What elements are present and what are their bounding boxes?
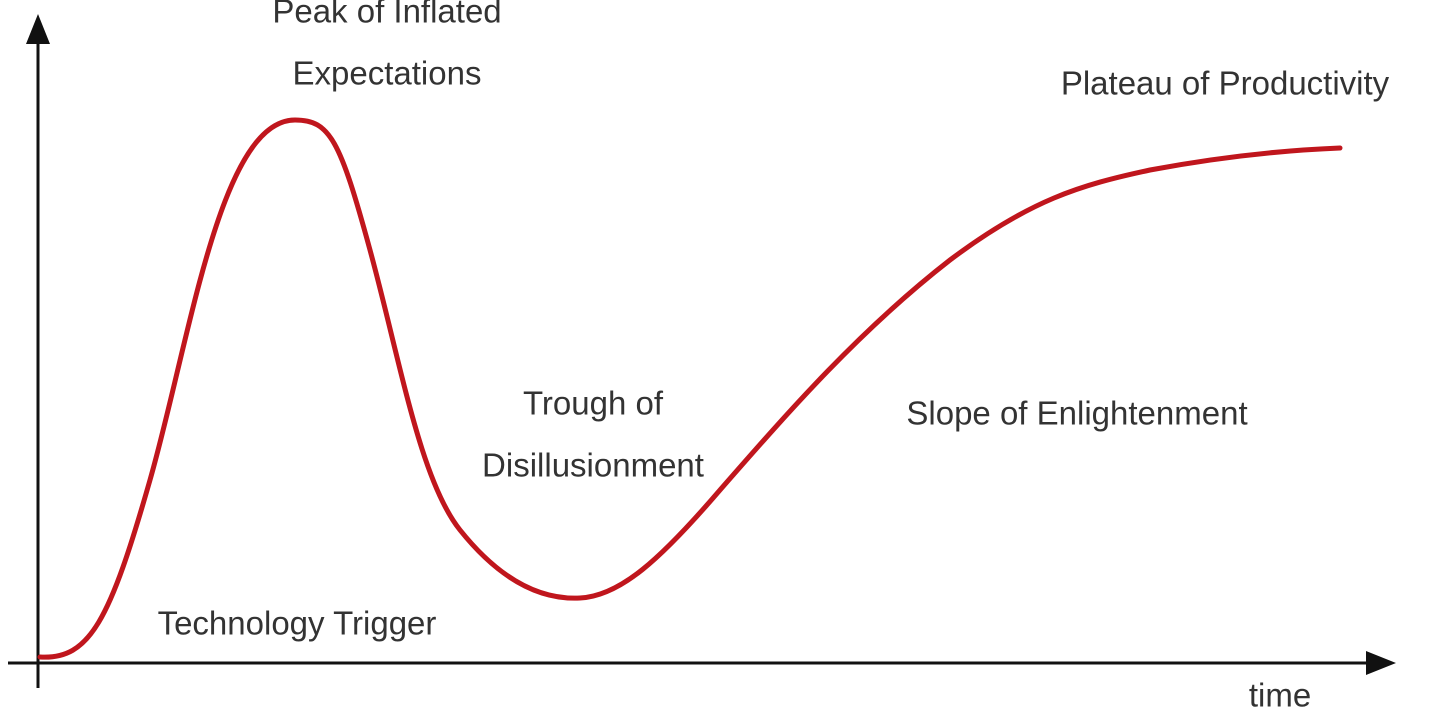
phase-labels: Technology Trigger Peak of Inflated Expect… [158,0,1390,642]
x-axis-arrow [1366,651,1396,675]
phase-label: Expectations [293,55,482,92]
phase-label: Trough of [523,385,664,422]
phase-label: Plateau of Productivity [1061,65,1390,102]
phase-label: Disillusionment [482,447,704,484]
y-axis-arrow [26,14,50,44]
phase-label: Technology Trigger [158,605,437,642]
hype-curve [37,117,1343,660]
phase-label: Peak of Inflated [272,0,501,30]
x-axis-label: time [1249,677,1311,714]
phase-label: Slope of Enlightenment [906,395,1247,432]
